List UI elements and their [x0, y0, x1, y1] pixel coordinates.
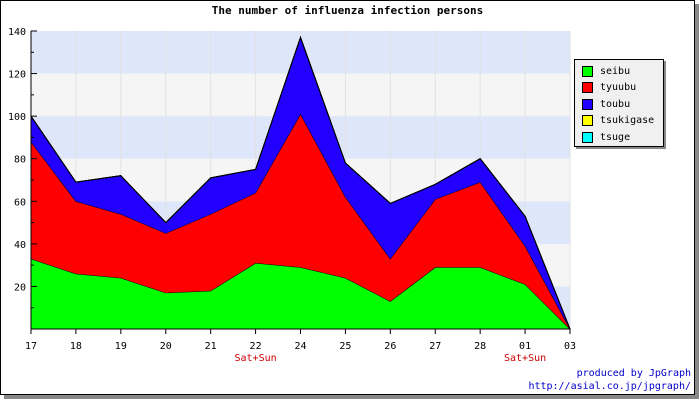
- legend: seibu tyuubu toubu tsukigase tsuge: [574, 59, 664, 147]
- legend-item-tsuge: tsuge: [582, 130, 630, 144]
- legend-swatch: [582, 66, 593, 77]
- x-tick-label: 26: [384, 341, 396, 352]
- legend-label: tsukigase: [600, 115, 654, 126]
- x-tick-label: 21: [205, 341, 217, 352]
- legend-label: toubu: [600, 99, 630, 110]
- x-tick-label: 24: [294, 341, 306, 352]
- x-tick-label: 01: [519, 341, 531, 352]
- legend-item-tsukigase: tsukigase: [582, 114, 654, 128]
- legend-label: seibu: [600, 66, 630, 77]
- x-tick-label: 25: [339, 341, 351, 352]
- legend-swatch: [582, 115, 593, 126]
- x-tick-label: 03: [564, 341, 576, 352]
- x-tick-label: 22: [250, 341, 262, 352]
- credit-line-1: produced by JpGraph: [577, 368, 691, 379]
- y-tick-label: 20: [14, 282, 26, 293]
- x-tick-sublabel: Sat+Sun: [504, 353, 546, 364]
- x-tick-label: 18: [70, 341, 82, 352]
- legend-swatch: [582, 132, 593, 143]
- credit-line-2[interactable]: http://asial.co.jp/jpgraph/: [528, 381, 691, 392]
- y-axis-labels: 20 40 60 80 100 120 140: [8, 27, 26, 293]
- x-tick-label: 17: [25, 341, 37, 352]
- y-tick-label: 100: [8, 112, 26, 123]
- legend-item-toubu: toubu: [582, 97, 630, 111]
- legend-label: tsuge: [600, 132, 630, 143]
- x-tick-label: 19: [115, 341, 127, 352]
- y-tick-label: 140: [8, 27, 26, 38]
- legend-swatch: [582, 99, 593, 110]
- y-tick-label: 120: [8, 70, 26, 81]
- x-tick-label: 28: [474, 341, 486, 352]
- x-tick-label: 27: [429, 341, 441, 352]
- y-tick-label: 40: [14, 240, 26, 251]
- legend-label: tyuubu: [600, 82, 636, 93]
- legend-item-tyuubu: tyuubu: [582, 81, 636, 95]
- y-tick-label: 80: [14, 155, 26, 166]
- y-tick-label: 60: [14, 197, 26, 208]
- x-tick-sublabel: Sat+Sun: [235, 353, 277, 364]
- legend-item-seibu: seibu: [582, 64, 630, 78]
- legend-swatch: [582, 82, 593, 93]
- x-tick-label: 20: [160, 341, 172, 352]
